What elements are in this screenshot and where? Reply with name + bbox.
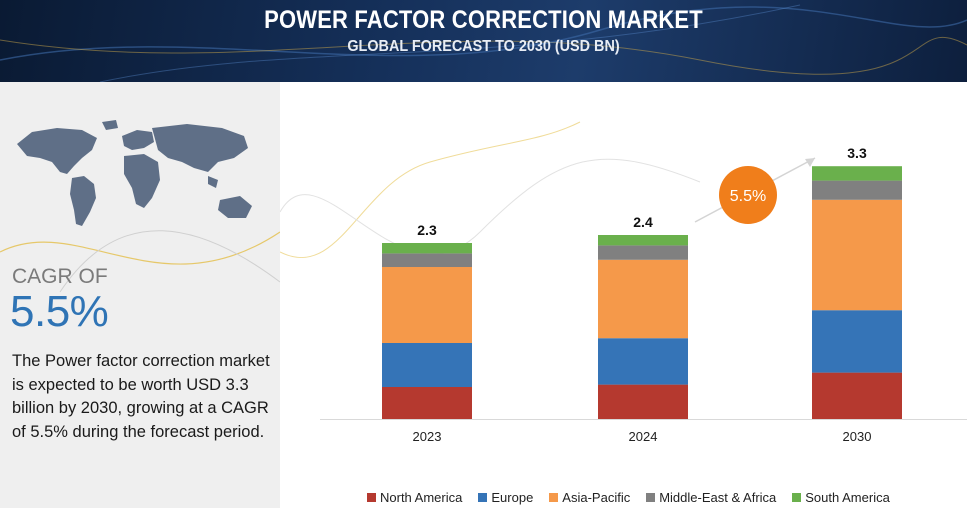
chart-area: 2.3 2023 2.4 2024 3.3 2030 5.5% bbox=[279, 82, 967, 508]
bar-segment-north-america-2030 bbox=[812, 372, 902, 419]
bar-segment-south-america-2024 bbox=[598, 235, 688, 246]
cagr-label: CAGR OF bbox=[12, 265, 108, 288]
legend-item: North America bbox=[367, 490, 462, 505]
cagr-badge bbox=[719, 166, 777, 224]
bar-segment-north-america-2024 bbox=[598, 384, 688, 419]
chart-decoration-line bbox=[279, 121, 581, 259]
legend-swatch bbox=[367, 492, 376, 502]
bar-total-label: 2.3 bbox=[417, 222, 437, 238]
growth-arrow-head bbox=[805, 158, 815, 167]
world-map-icon bbox=[17, 120, 252, 226]
stacked-bar-chart: 2.3 2023 2.4 2024 3.3 2030 5.5% bbox=[279, 121, 967, 444]
x-tick-label: 2023 bbox=[413, 429, 442, 444]
legend-label: Asia-Pacific bbox=[562, 489, 631, 505]
legend-label: Middle-East & Africa bbox=[659, 489, 777, 505]
bar-segment-asia-pacific-2030 bbox=[812, 199, 902, 311]
legend-item: South America bbox=[792, 490, 890, 505]
bar-segment-europe-2030 bbox=[812, 310, 902, 373]
x-tick-label: 2024 bbox=[629, 429, 658, 444]
bar-total-label: 3.3 bbox=[847, 145, 867, 161]
bar-segment-north-america-2023 bbox=[382, 387, 472, 419]
page-subtitle: GLOBAL FORECAST TO 2030 (USD BN) bbox=[347, 38, 620, 55]
legend-item: Europe bbox=[478, 490, 533, 505]
legend-swatch bbox=[549, 492, 559, 502]
chart-legend: North America Europe Asia-Pacific Middle-Ea… bbox=[367, 488, 890, 506]
legend-item: Middle-East & Africa bbox=[646, 490, 776, 505]
bar-segment-middle-east-africa-2023 bbox=[382, 253, 472, 267]
legend-item: Asia-Pacific bbox=[549, 490, 630, 505]
bar-segment-asia-pacific-2024 bbox=[598, 259, 688, 339]
chart-decoration-line bbox=[279, 158, 701, 255]
banner-decoration bbox=[0, 4, 967, 82]
bar-segment-asia-pacific-2023 bbox=[382, 267, 472, 343]
bar-segment-south-america-2023 bbox=[382, 243, 472, 254]
cagr-value: 5.5% bbox=[10, 287, 109, 336]
bar-segment-middle-east-africa-2030 bbox=[812, 180, 902, 200]
cagr-badge-label: 5.5% bbox=[730, 188, 766, 205]
legend-label: South America bbox=[805, 489, 890, 505]
legend-label: Europe bbox=[491, 489, 534, 505]
bar-segment-south-america-2030 bbox=[812, 166, 902, 181]
legend-swatch bbox=[478, 492, 488, 502]
legend-swatch bbox=[646, 492, 656, 502]
legend-label: North America bbox=[380, 489, 463, 505]
panel-decoration bbox=[0, 230, 280, 293]
summary-panel: CAGR OF 5.5% The Power factor correction… bbox=[0, 82, 280, 508]
legend-swatch bbox=[792, 492, 802, 502]
market-description: The Power factor correction market is ex… bbox=[12, 352, 270, 441]
x-tick-label: 2030 bbox=[843, 429, 872, 444]
page-title: POWER FACTOR CORRECTION MARKET bbox=[264, 6, 703, 34]
bar-segment-europe-2024 bbox=[598, 338, 688, 385]
header-banner: POWER FACTOR CORRECTION MARKET GLOBAL FO… bbox=[0, 0, 967, 82]
bar-segment-europe-2023 bbox=[382, 343, 472, 387]
bar-total-label: 2.4 bbox=[633, 214, 653, 230]
bar-segment-middle-east-africa-2024 bbox=[598, 245, 688, 260]
